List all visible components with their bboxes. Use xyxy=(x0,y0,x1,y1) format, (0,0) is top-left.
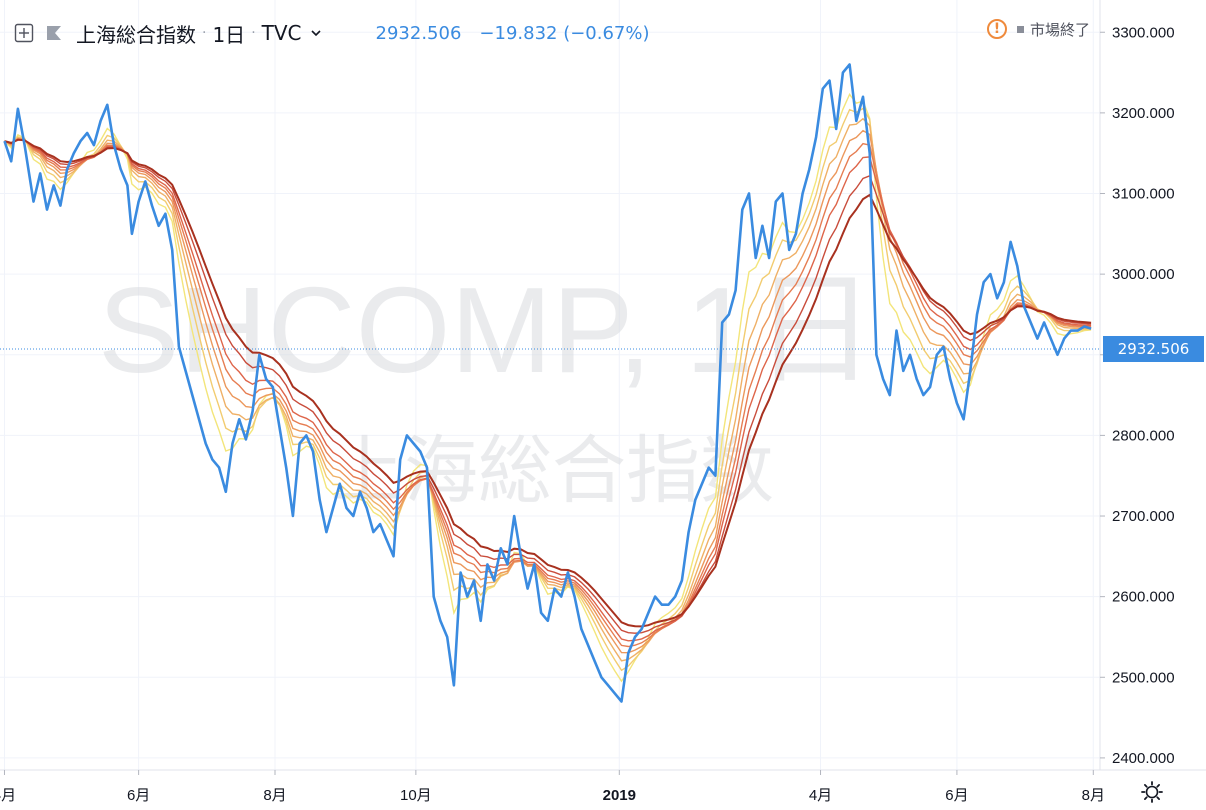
time-tick-label: 10月 xyxy=(400,787,432,804)
price-tick-label: 2700.000 xyxy=(1112,508,1175,525)
price-tick-label: 2800.000 xyxy=(1112,427,1175,444)
gear-icon[interactable] xyxy=(1140,780,1164,804)
ma-ribbon-line xyxy=(4,138,1092,642)
status-square-icon xyxy=(1016,25,1024,33)
chevron-down-icon[interactable] xyxy=(306,23,326,43)
last-price-label: 2932.506 xyxy=(1103,336,1204,362)
warning-circle-icon[interactable]: ! xyxy=(986,19,1007,39)
time-tick-label: 4月 xyxy=(809,787,832,804)
ma-ribbon-line xyxy=(4,93,1092,683)
price-line xyxy=(3,63,1092,703)
time-tick-label: 2019 xyxy=(603,787,636,804)
price-tick-label: 2600.000 xyxy=(1112,589,1175,606)
ma-ribbon-line xyxy=(4,117,1092,662)
price-tick-label: 3100.000 xyxy=(1112,186,1175,203)
price-tick-label: 3200.000 xyxy=(1112,105,1175,122)
separator-dot: · xyxy=(202,25,207,41)
moving-average-ribbon xyxy=(4,93,1092,683)
exchange[interactable]: TVC xyxy=(261,21,302,45)
price-tick-label: 3300.000 xyxy=(1112,24,1175,41)
time-axis[interactable]: 4月 6月 8月 10月 2019 4月 6月 8月 xyxy=(0,770,1105,804)
time-tick-label: 8月 xyxy=(1082,787,1105,804)
time-tick-label: 6月 xyxy=(127,787,150,804)
watermark: SHCOMP, 1日 上海総合指数 xyxy=(98,262,875,512)
time-tick-label: 4月 xyxy=(0,787,16,804)
flag-icon[interactable] xyxy=(44,23,64,43)
ma-ribbon-line xyxy=(4,138,1092,628)
last-price: 2932.506 xyxy=(375,22,462,44)
separator-dot: · xyxy=(251,25,256,41)
time-tick-label: 8月 xyxy=(263,787,286,804)
ma-ribbon-line xyxy=(4,107,1092,672)
time-tick-label: 6月 xyxy=(945,787,968,804)
grid-lines xyxy=(0,0,1100,770)
chart-legend: 上海総合指数 · 1日 · TVC 2932.506 −19.832 (−0.6… xyxy=(14,16,650,50)
price-series xyxy=(3,63,1092,703)
interval[interactable]: 1日 xyxy=(212,22,246,47)
ma-ribbon-line xyxy=(4,129,1092,654)
price-tick-label: 2400.000 xyxy=(1112,750,1175,767)
ma-ribbon-line xyxy=(4,138,1092,648)
watermark-symbol: SHCOMP, 1日 xyxy=(98,262,875,398)
price-tick-label: 2500.000 xyxy=(1112,669,1175,686)
price-tick-label: 3000.000 xyxy=(1112,266,1175,283)
market-status-text: 市場終了 xyxy=(1029,20,1090,39)
symbol-name[interactable]: 上海総合指数 xyxy=(76,22,196,47)
market-status[interactable]: ! 市場終了 xyxy=(986,16,1090,42)
price-axis[interactable]: 2400.000 2500.000 2600.000 2700.000 2800.000… xyxy=(1100,24,1175,767)
price-change: −19.832 (−0.67%) xyxy=(479,22,650,44)
plus-square-icon[interactable] xyxy=(14,23,34,43)
